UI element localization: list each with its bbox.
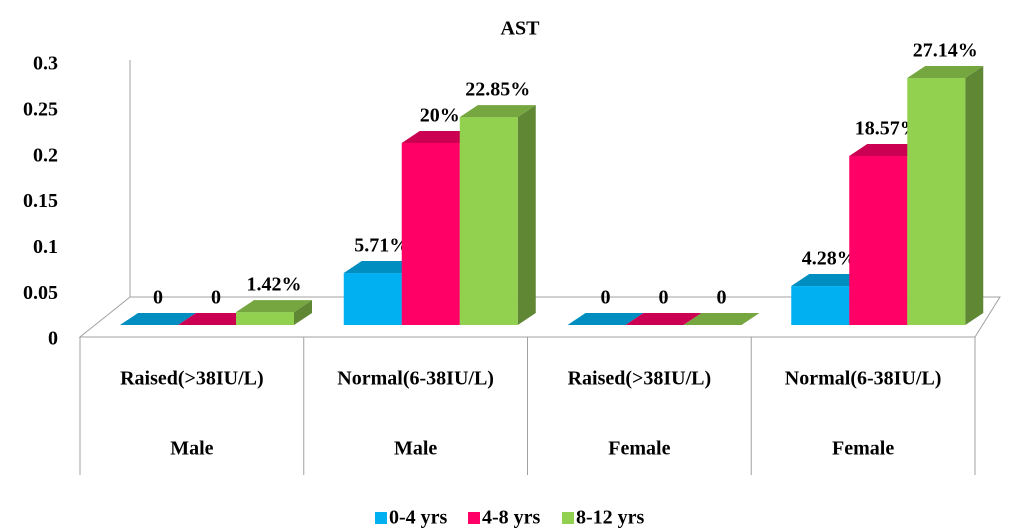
y-tick-label: 0.05 bbox=[23, 282, 58, 304]
bar bbox=[849, 156, 908, 325]
bar bbox=[401, 143, 460, 325]
bar-top bbox=[459, 105, 536, 118]
data-label: 0 bbox=[153, 287, 163, 309]
legend-swatch bbox=[468, 512, 480, 524]
data-label: 0 bbox=[211, 287, 221, 309]
group-label: Male bbox=[170, 438, 213, 460]
x-tick-label: Normal(6-38IU/L) bbox=[785, 368, 942, 390]
bar-side bbox=[965, 66, 984, 325]
bar-top bbox=[567, 313, 644, 325]
bar-top bbox=[791, 274, 868, 287]
bar bbox=[236, 312, 294, 325]
bar-top bbox=[236, 300, 312, 313]
legend-label: 0-4 yrs bbox=[389, 507, 448, 529]
bar bbox=[343, 273, 402, 325]
data-label: 20% bbox=[420, 105, 460, 127]
bar-top bbox=[120, 313, 196, 325]
legend-swatch bbox=[562, 512, 574, 524]
legend-label: 8-12 yrs bbox=[576, 507, 645, 529]
group-label: Female bbox=[832, 438, 894, 460]
data-label: 0 bbox=[601, 287, 611, 309]
data-label: 22.85% bbox=[465, 79, 530, 101]
y-tick-label: 0.25 bbox=[23, 98, 58, 120]
group-label: Male bbox=[394, 438, 437, 460]
y-tick-label: 0 bbox=[48, 328, 58, 350]
bar-top bbox=[849, 144, 926, 157]
y-tick-label: 0.1 bbox=[33, 236, 58, 258]
data-label: 0 bbox=[717, 287, 727, 309]
data-label: 27.14% bbox=[913, 40, 978, 62]
legend-label: 4-8 yrs bbox=[482, 507, 541, 529]
data-label: 5.71% bbox=[354, 235, 409, 257]
x-tick-label: Normal(6-38IU/L) bbox=[337, 368, 494, 390]
bar-side bbox=[517, 105, 536, 325]
bar-top bbox=[907, 66, 984, 79]
y-tick-label: 0.2 bbox=[33, 144, 58, 166]
bar bbox=[791, 286, 850, 325]
bar-top bbox=[683, 313, 760, 325]
bar-top bbox=[401, 131, 478, 143]
group-label: Female bbox=[608, 438, 670, 460]
data-label: 1.42% bbox=[247, 274, 302, 296]
bar-side bbox=[294, 300, 312, 325]
bar-top bbox=[178, 313, 254, 325]
data-label: 18.57% bbox=[855, 118, 920, 140]
bar bbox=[907, 78, 966, 325]
x-tick-label: Raised(>38IU/L) bbox=[120, 368, 264, 390]
chart-title: AST bbox=[501, 18, 541, 40]
y-tick-label: 0.15 bbox=[23, 190, 58, 212]
floor bbox=[78, 296, 1001, 338]
bar bbox=[459, 117, 518, 325]
data-label: 0 bbox=[659, 287, 669, 309]
legend-swatch bbox=[375, 512, 387, 524]
bar-top bbox=[625, 313, 702, 325]
y-tick-label: 0.3 bbox=[33, 53, 58, 75]
bar-top bbox=[343, 261, 420, 274]
data-label: 4.28% bbox=[802, 248, 857, 270]
x-tick-label: Raised(>38IU/L) bbox=[568, 368, 712, 390]
